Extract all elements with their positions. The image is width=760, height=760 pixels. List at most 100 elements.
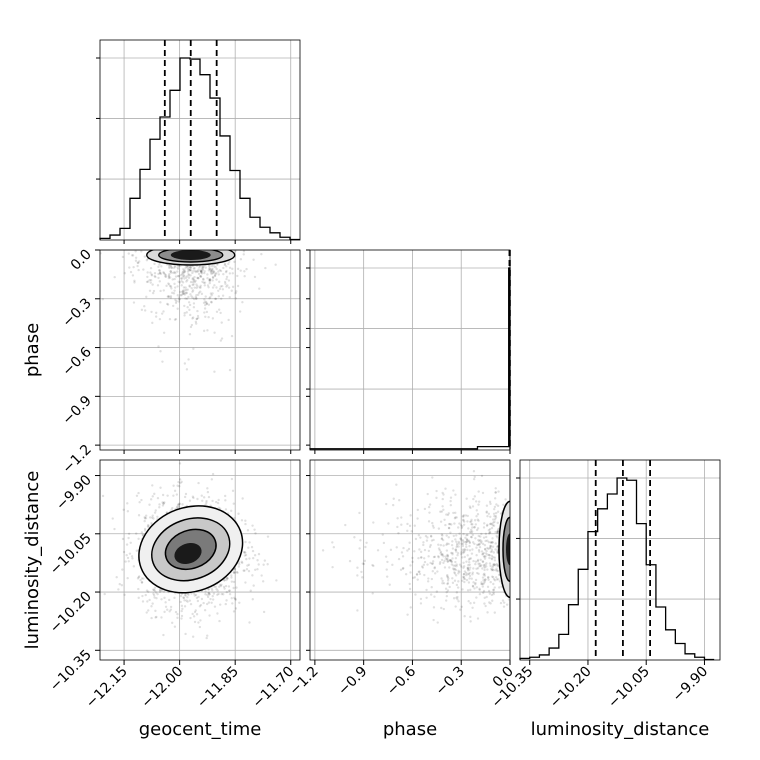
scatter-point [413,576,417,579]
scatter-point [220,337,224,340]
scatter-point [205,499,208,503]
scatter-point [470,530,474,533]
scatter-point [488,562,492,565]
scatter-point [183,362,187,365]
scatter-point [195,294,198,297]
scatter-point [479,535,482,538]
scatter-point [179,481,182,485]
scatter-point [417,556,420,560]
scatter-point [177,502,181,506]
scatter-point [172,266,176,270]
scatter-point [408,587,412,591]
scatter-point [455,563,458,566]
scatter-point [145,611,148,614]
scatter-point [427,505,431,509]
scatter-point [446,575,449,578]
scatter-point [487,540,491,544]
scatter-point [191,278,194,281]
scatter-point [195,596,199,600]
scatter-point [474,523,478,526]
scatter-point [176,285,179,288]
contour-line [158,250,224,263]
histogram-step [519,477,715,661]
scatter-point [446,579,450,582]
scatter-point [463,555,466,559]
scatter-point [492,591,495,594]
scatter-point [471,526,474,529]
scatter-point [471,584,475,588]
scatter-point [484,555,487,558]
scatter-point [502,503,505,506]
scatter-point [220,583,223,586]
scatter-point [461,579,464,582]
scatter-point [194,270,198,274]
scatter-point [454,560,457,564]
scatter-point [484,532,488,535]
scatter-point [466,514,469,518]
scatter-point [432,526,435,529]
scatter-point [490,541,493,544]
scatter-point [362,562,366,566]
scatter-point [446,553,449,557]
scatter-point [128,552,132,555]
scatter-point [440,577,443,580]
scatter-point [486,539,489,542]
scatter-point [487,512,491,515]
scatter-point [442,607,446,611]
scatter-point [482,563,486,567]
scatter-point [190,265,193,268]
scatter-point [195,317,199,321]
scatter-point [476,527,480,530]
scatter-point [177,505,181,509]
scatter-point [150,616,153,620]
scatter-point [179,290,182,294]
scatter-point [274,263,277,266]
scatter-point [490,593,494,597]
scatter-point [404,572,408,576]
scatter-point [208,278,212,281]
y-tick-label: −10.20 [47,589,95,637]
scatter-point [225,577,228,580]
scatter-point [164,275,167,278]
scatter-point [209,292,213,295]
scatter-point [505,603,509,606]
scatter-point [454,548,458,552]
scatter-point [204,593,207,596]
scatter-point [468,540,471,544]
scatter-point [423,573,426,577]
scatter-point [494,491,497,494]
density-fill [174,542,202,565]
scatter-point [253,528,256,531]
scatter-point [173,318,177,321]
scatter-point [149,266,153,270]
scatter-point [233,516,236,520]
scatter-point [223,262,227,266]
scatter-point [204,295,207,298]
scatter-point [427,577,430,580]
scatter-point [466,533,469,537]
scatter-point [481,567,484,570]
scatter-point [103,592,106,596]
scatter-point [492,512,496,515]
scatter-point [496,529,499,532]
scatter-point [402,546,405,550]
scatter-point [184,594,187,597]
scatter-point [162,331,166,335]
scatter-point [489,544,493,548]
scatter-point [174,298,177,302]
scatter-point [243,270,246,273]
scatter-point [429,543,432,547]
scatter-point [242,569,245,572]
scatter-point [101,297,105,301]
scatter-point [406,613,409,616]
scatter-point [200,272,204,275]
y-tick-label: −0.6 [59,344,94,379]
scatter-point [427,549,431,553]
scatter-point [485,535,488,539]
scatter-point [159,486,162,489]
scatter-point [216,589,219,592]
scatter-point [239,269,242,272]
scatter-point [422,541,425,544]
scatter-point [125,543,129,546]
scatter-point [486,514,489,518]
